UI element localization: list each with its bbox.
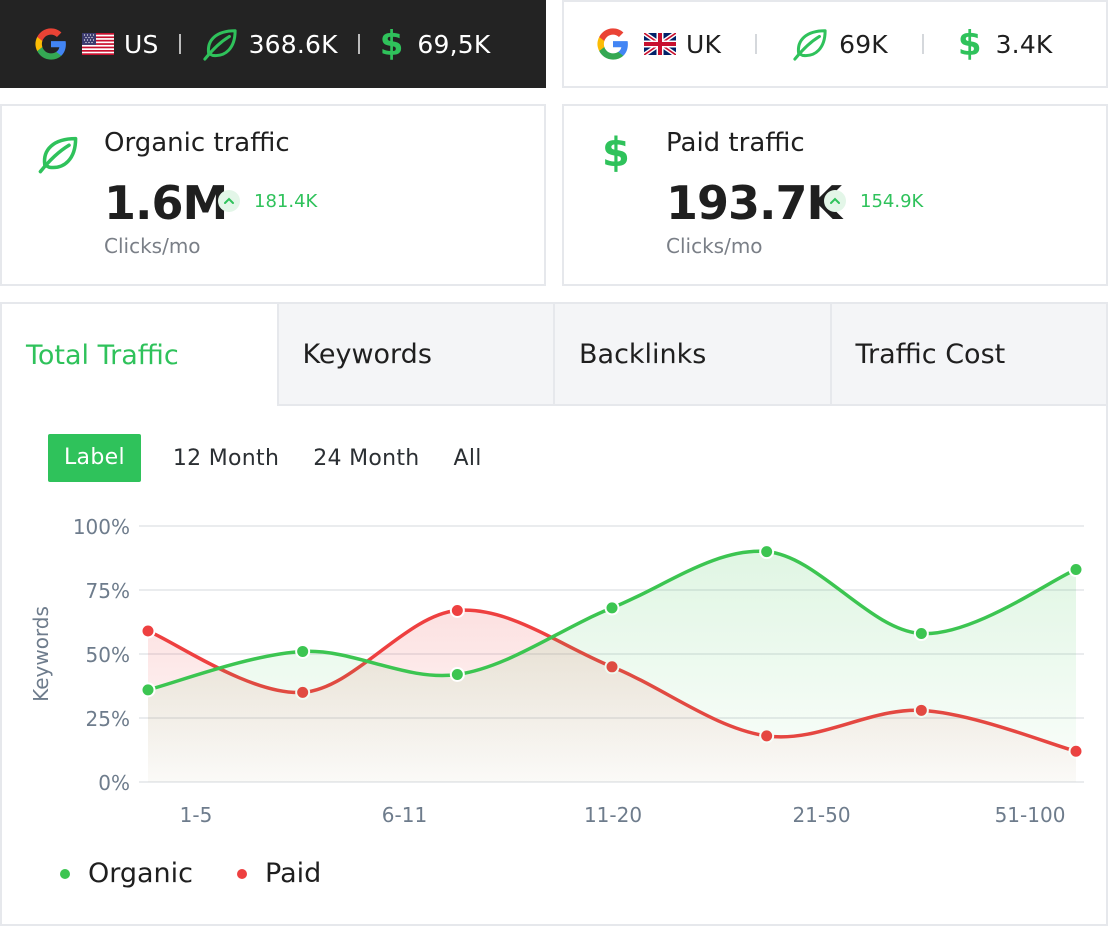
paid-traffic-card: $ Paid traffic 193.7K 154.9K Clicks/mo	[562, 104, 1108, 286]
divider	[921, 34, 924, 54]
stat-title: Paid traffic	[666, 128, 805, 158]
x-tick-label: 1-5	[180, 803, 213, 827]
organic-traffic-card: Organic traffic 1.6M 181.4K Clicks/mo	[0, 104, 546, 286]
stat-change: 154.9K	[824, 190, 923, 212]
arrow-up-icon	[824, 190, 846, 212]
range-label-button[interactable]: Label	[48, 434, 141, 482]
organic-point	[295, 643, 311, 659]
stat-change: 181.4K	[218, 190, 317, 212]
stat-value: 1.6M	[104, 176, 228, 230]
legend-item-paid: Paid	[237, 858, 321, 889]
range-12-month-button[interactable]: 12 Month	[172, 445, 280, 471]
organic-point	[449, 666, 465, 682]
traffic-line-chart: 100% 75% 50% 25% 0% Keywords 1-5 6-11 11-20 21-50…	[29, 515, 1084, 827]
organic-point	[604, 600, 620, 616]
y-tick-label: 75%	[86, 579, 130, 603]
market-country-label: UK	[686, 29, 722, 59]
legend-dot-paid	[237, 868, 248, 879]
organic-point	[1068, 562, 1084, 578]
range-24-month-button[interactable]: 24 Month	[313, 445, 420, 471]
divider	[178, 34, 181, 54]
stat-value: 193.7K	[666, 176, 842, 230]
dollar-icon: $	[602, 130, 630, 176]
stat-change-value: 181.4K	[254, 190, 318, 212]
google-icon	[35, 28, 66, 60]
leaf-icon	[38, 136, 78, 174]
traffic-chart-panel: Total Traffic Keywords Backlinks Traffic…	[0, 302, 1108, 926]
divider	[357, 34, 360, 54]
stat-unit: Clicks/mo	[104, 234, 201, 258]
market-paid-value: 3.4K	[995, 29, 1053, 59]
tab-traffic-cost[interactable]: Traffic Cost	[829, 304, 1106, 406]
market-organic-value: 368.6K	[248, 29, 338, 59]
market-paid-value: 69,5K	[417, 29, 491, 59]
organic-point	[913, 626, 929, 642]
dollar-icon: $	[379, 24, 404, 64]
legend-item-organic: Organic	[60, 858, 193, 889]
market-country-label: US	[124, 29, 159, 59]
organic-area	[148, 551, 1076, 782]
x-tick-label: 21-50	[792, 803, 850, 827]
stat-change-value: 154.9K	[860, 190, 924, 212]
legend-label-paid: Paid	[265, 858, 322, 889]
y-tick-label: 0%	[98, 771, 130, 795]
stat-title: Organic traffic	[104, 128, 290, 158]
paid-point	[140, 623, 156, 639]
market-card-us[interactable]: US 368.6K $ 69,5K	[0, 0, 546, 88]
legend-label-organic: Organic	[88, 858, 194, 889]
x-tick-label: 6-11	[382, 803, 427, 827]
legend-dot-organic	[60, 868, 70, 879]
tab-backlinks[interactable]: Backlinks	[553, 304, 830, 406]
stat-unit: Clicks/mo	[666, 234, 763, 258]
google-icon	[597, 28, 628, 60]
range-selector: Label 12 Month 24 Month All	[48, 434, 516, 482]
y-axis-label: Keywords	[29, 606, 53, 702]
x-tick-label: 11-20	[584, 803, 642, 827]
market-card-uk[interactable]: UK 69K $ 3.4K	[562, 0, 1108, 88]
chart-tabs: Total Traffic Keywords Backlinks Traffic…	[2, 304, 1106, 406]
range-all-button[interactable]: All	[453, 445, 482, 471]
tab-total-traffic[interactable]: Total Traffic	[2, 304, 277, 406]
tab-keywords[interactable]: Keywords	[276, 304, 553, 406]
market-organic-value: 69K	[839, 29, 888, 59]
arrow-up-icon	[218, 190, 240, 212]
organic-point	[140, 682, 156, 698]
chart-legend: Organic Paid	[60, 858, 365, 889]
paid-point	[449, 602, 465, 618]
y-tick-label: 25%	[86, 707, 130, 731]
organic-point	[759, 544, 775, 560]
us-flag-icon	[82, 33, 114, 55]
y-tick-label: 100%	[73, 515, 130, 539]
x-tick-label: 51-100	[995, 803, 1066, 827]
divider	[755, 34, 758, 54]
uk-flag-icon	[644, 33, 676, 55]
leaf-icon	[793, 29, 827, 61]
y-tick-label: 50%	[86, 643, 130, 667]
leaf-icon	[202, 29, 237, 61]
dollar-icon: $	[957, 24, 982, 64]
